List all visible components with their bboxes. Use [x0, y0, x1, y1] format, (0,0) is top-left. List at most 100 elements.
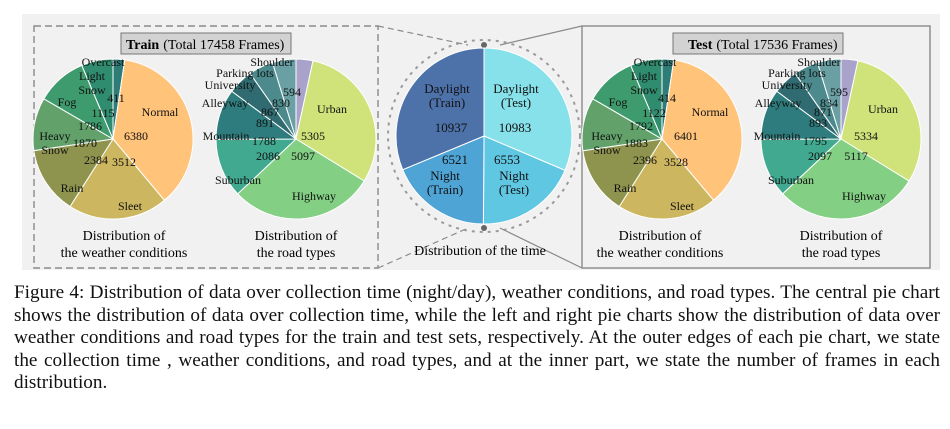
- train-title-bold: Train: [126, 38, 159, 53]
- train-road-value-mountain: 1788: [252, 134, 276, 148]
- test-road-label-shoulder: Shoulder: [797, 55, 840, 69]
- train-road-label-mountain: Mountain: [203, 129, 250, 143]
- train-weather-label-overcast: Overcast: [82, 55, 125, 69]
- train-road-label-university: University: [205, 78, 256, 92]
- train-road-label-urban: Urban: [317, 102, 347, 116]
- train-road-value-alleyway: 891: [256, 116, 274, 130]
- test-weather-label-overcast: Overcast: [634, 55, 677, 69]
- test-road-label-suburban: Suburban: [768, 173, 814, 187]
- train-weather-value-heavy-snow: 1870: [73, 136, 97, 150]
- train-road-value-suburban: 2086: [256, 149, 280, 163]
- train-weather-value-sleet: 3512: [112, 155, 136, 169]
- test-weather-value-fog: 1792: [629, 119, 653, 133]
- time-slice-daylight-train: [395, 47, 485, 171]
- test-title: Test (Total 17536 Frames): [688, 38, 838, 53]
- test-connector-top: [499, 25, 583, 46]
- train-road-value-university: 867: [261, 105, 279, 119]
- test-title-bold: Test: [688, 38, 713, 53]
- test-weather-slice-rain: [582, 138, 664, 208]
- test-road-slice-parking-lots: [816, 58, 842, 140]
- test-road-value-highway: 5117: [844, 149, 868, 163]
- test-weather-slice-light-snow: [630, 58, 663, 140]
- train-title: Train (Total 17458 Frames): [126, 38, 285, 53]
- test-weather-slice-sleet: [618, 138, 715, 220]
- time-label-daylight-train: Daylight (Train): [424, 81, 470, 110]
- test-title-box: [672, 32, 844, 55]
- train-weather-slice-rain: [33, 138, 115, 208]
- train-connector-top: [377, 25, 469, 46]
- time-caption: Distribution of the time: [414, 244, 546, 259]
- test-road-label-highway: Highway: [842, 189, 886, 203]
- train-weather-value-rain: 2384: [84, 153, 108, 167]
- test-weather-caption-1: Distribution of: [619, 229, 702, 244]
- test-road-label-urban: Urban: [868, 102, 898, 116]
- train-weather-label-sleet: Sleet: [118, 199, 143, 213]
- test-weather-value-rain: 2396: [633, 153, 657, 167]
- train-road-slice-highway: [237, 138, 365, 220]
- test-road-value-parking-lots: 834: [820, 96, 838, 110]
- pies: [32, 47, 922, 225]
- train-title-rest: (Total 17458 Frames): [163, 38, 284, 53]
- test-weather-caption-2: the weather conditions: [597, 246, 724, 261]
- test-weather-value-overcast: 414: [658, 91, 676, 105]
- test-weather-label-light-snow: Light Snow: [630, 69, 658, 97]
- time-value-daylight-test: 10983: [499, 120, 532, 135]
- test-weather-value-sleet: 3528: [664, 155, 688, 169]
- time-pie-marker-top: [481, 42, 487, 48]
- test-road-caption-1: Distribution of: [800, 229, 883, 244]
- test-weather-label-heavy-snow: Heavy Snow: [591, 129, 622, 157]
- train-road-value-highway: 5097: [291, 149, 315, 163]
- time-label-daylight-test: Daylight (Test): [493, 81, 539, 110]
- time-slice-night-train: [402, 135, 485, 225]
- train-weather-value-fog: 1786: [78, 119, 102, 133]
- train-road-slice-suburban: [215, 138, 298, 195]
- train-road-value-shoulder: 594: [283, 85, 301, 99]
- test-weather-value-normal: 6401: [674, 129, 698, 143]
- time-value-daylight-train: 10937: [435, 120, 468, 135]
- test-road-value-suburban: 2097: [808, 149, 832, 163]
- test-weather-label-fog: Fog: [609, 95, 628, 109]
- train-connector-bottom: [377, 227, 469, 269]
- test-weather-value-light-snow: 1122: [642, 106, 666, 120]
- train-weather-value-overcast: 411: [107, 91, 125, 105]
- test-road-slice-highway: [782, 138, 910, 220]
- test-road-slice-suburban: [760, 138, 843, 195]
- test-road-value-urban: 5334: [854, 129, 878, 143]
- test-road-label-university: University: [762, 78, 813, 92]
- train-weather-label-rain: Rain: [61, 181, 84, 195]
- train-road-label-alleyway: Alleyway: [202, 96, 249, 110]
- train-weather-label-light-snow: Light Snow: [78, 69, 106, 97]
- test-weather-slice-normal: [661, 59, 743, 201]
- train-title-box: [120, 32, 292, 55]
- train-weather-slice-light-snow: [81, 58, 114, 140]
- train-weather-slice-sleet: [69, 138, 166, 220]
- time-label-night-train: Night (Train): [427, 168, 463, 197]
- test-weather-label-sleet: Sleet: [670, 199, 695, 213]
- time-slice-daylight-test: [483, 47, 573, 172]
- train-weather-value-normal: 6380: [124, 129, 148, 143]
- train-weather-slice-normal: [112, 59, 194, 202]
- train-road-slice-parking-lots: [271, 58, 297, 140]
- train-weather-caption-2: the weather conditions: [61, 246, 188, 261]
- test-title-rest: (Total 17536 Frames): [716, 38, 837, 53]
- test-connector-bottom: [499, 227, 583, 269]
- time-pie-marker-bottom: [481, 225, 487, 231]
- test-road-value-shoulder: 595: [830, 85, 848, 99]
- time-value-night-test: 6553: [494, 152, 520, 167]
- train-road-label-shoulder: Shoulder: [250, 55, 293, 69]
- time-slice-night-test: [482, 135, 566, 225]
- train-road-value-parking-lots: 830: [272, 96, 290, 110]
- train-weather-label-normal: Normal: [142, 105, 179, 119]
- train-road-label-suburban: Suburban: [215, 173, 261, 187]
- train-weather-label-fog: Fog: [58, 95, 77, 109]
- time-label-night-test: Night (Test): [499, 168, 529, 197]
- test-road-value-mountain: 1795: [803, 134, 827, 148]
- train-road-value-urban: 5305: [301, 129, 325, 143]
- train-road-caption-2: the road types: [257, 246, 336, 261]
- test-weather-label-rain: Rain: [614, 181, 637, 195]
- test-road-value-university: 871: [814, 105, 832, 119]
- train-road-caption-1: Distribution of: [255, 229, 338, 244]
- test-road-label-parking-lots: Parking lots: [768, 66, 826, 80]
- test-road-label-mountain: Mountain: [754, 129, 801, 143]
